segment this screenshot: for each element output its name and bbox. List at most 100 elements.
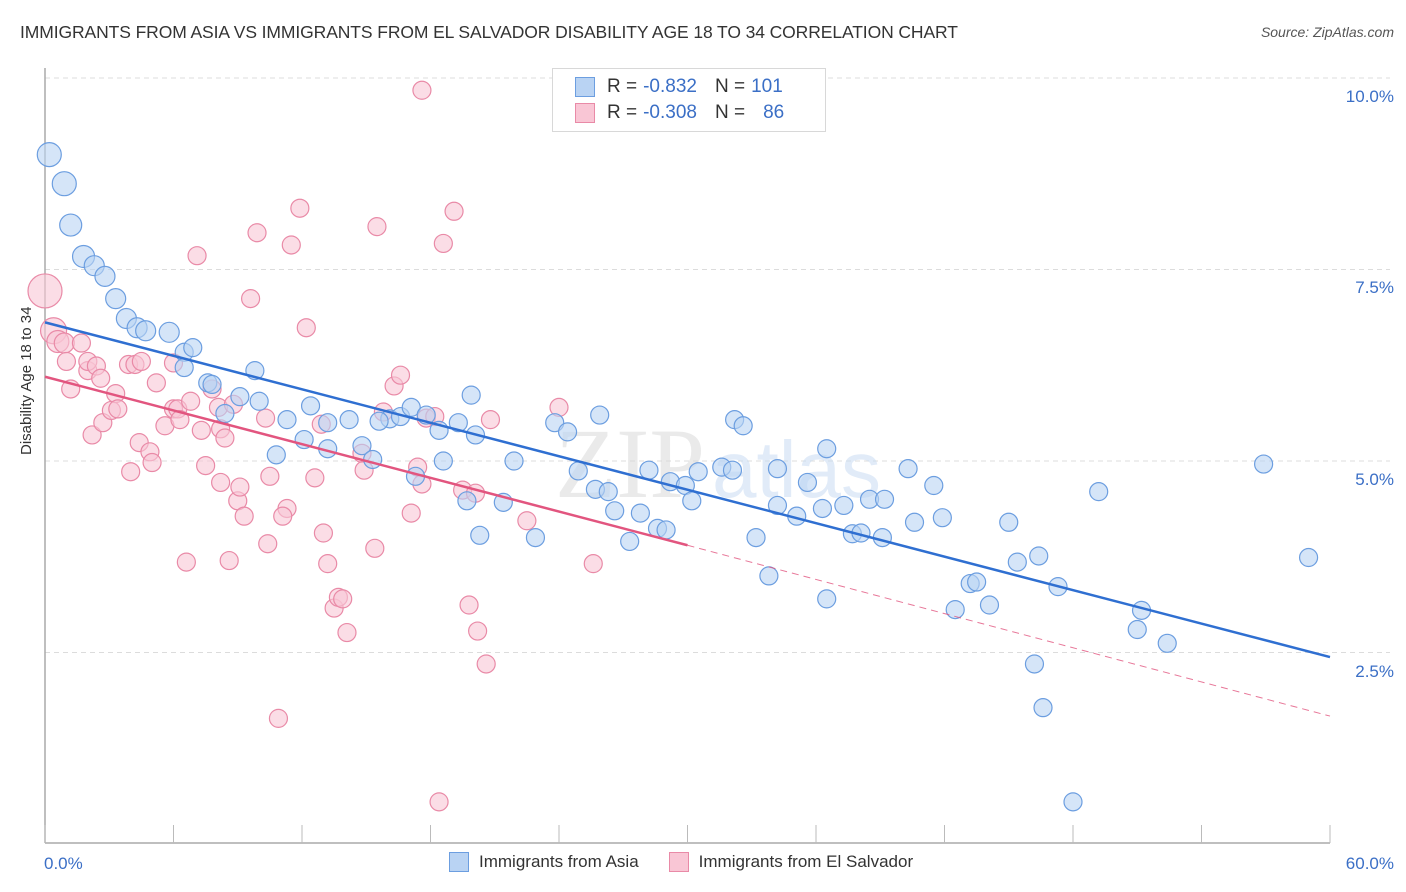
asia-point	[932, 508, 952, 528]
asia-point	[1157, 633, 1177, 653]
asia-point	[656, 520, 676, 540]
asia-point	[1298, 547, 1319, 568]
asia-n-value: 101	[751, 76, 783, 97]
asia-point	[433, 451, 453, 471]
asia-point	[924, 475, 944, 496]
el-salvador-point	[215, 428, 235, 448]
el-salvador-point	[313, 523, 334, 543]
asia-swatch	[575, 77, 595, 97]
el-salvador-point	[241, 289, 261, 309]
el-salvador-point	[191, 420, 211, 440]
el-salvador-point	[365, 538, 385, 558]
asia-point	[639, 460, 659, 480]
y-tick-label: 10.0%	[1345, 87, 1394, 106]
y-axis-label: Disability Age 18 to 34	[18, 306, 35, 455]
asia-point	[202, 374, 222, 394]
series-el-salvador-points	[27, 80, 603, 812]
asia-point	[557, 422, 578, 442]
el-salvador-point	[583, 554, 603, 574]
el-salvador-point	[258, 534, 278, 554]
legend-label-el-salvador: Immigrants from El Salvador	[698, 852, 914, 871]
series-asia-points	[36, 142, 1319, 812]
el-salvador-point	[56, 351, 77, 372]
asia-point	[979, 595, 1000, 615]
el-salvador-point	[281, 235, 301, 255]
el-salvador-point	[211, 472, 231, 493]
asia-point	[105, 288, 127, 310]
el-salvador-trend-extension	[687, 544, 1331, 717]
legend-item-el-salvador[interactable]: Immigrants from El Salvador	[668, 852, 914, 872]
asia-point	[817, 589, 837, 609]
el-salvador-point	[82, 425, 102, 445]
asia-point	[1007, 552, 1027, 572]
asia-point	[1063, 792, 1083, 812]
el-salvador-point	[273, 506, 293, 526]
el-salvador-point	[390, 365, 411, 385]
asia-point	[94, 265, 116, 287]
x-tick-label: 0.0%	[44, 854, 83, 873]
el-salvador-point	[290, 198, 310, 218]
r-label: R =	[607, 102, 638, 123]
el-salvador-point	[27, 273, 63, 309]
el-salvador-point	[468, 621, 488, 641]
asia-point	[249, 391, 269, 411]
asia-point	[135, 320, 157, 342]
trend-lines	[44, 321, 1331, 717]
asia-point	[817, 439, 837, 459]
asia-point	[568, 461, 588, 481]
asia-point	[797, 472, 818, 493]
y-tick-label: 7.5%	[1355, 278, 1394, 297]
asia-point	[759, 566, 779, 586]
el-salvador-point	[121, 462, 141, 482]
legend-item-asia[interactable]: Immigrants from Asia	[449, 852, 639, 872]
y-tick-label: 2.5%	[1355, 662, 1394, 681]
el-salvador-point	[230, 477, 250, 497]
asia-point	[470, 525, 490, 545]
asia-point	[945, 600, 965, 620]
asia-point	[967, 572, 987, 592]
legend-row-el-salvador: R = -0.308 N = 86	[575, 101, 784, 125]
asia-point	[504, 451, 524, 471]
el-salvador-point	[401, 503, 421, 523]
asia-point	[318, 413, 338, 433]
asia-point	[688, 462, 708, 482]
asia-point	[904, 512, 925, 532]
el-salvador-point	[71, 333, 92, 353]
el-salvador-point	[429, 792, 449, 812]
asia-point	[1033, 698, 1053, 718]
asia-point	[183, 338, 203, 358]
asia-point	[999, 512, 1019, 532]
el-salvador-point	[255, 408, 276, 428]
asia-point	[722, 460, 743, 480]
asia-point	[369, 411, 389, 431]
source-credit: Source: ZipAtlas.com	[1260, 24, 1394, 40]
el-salvador-point	[459, 595, 479, 615]
el-salvador-point	[268, 708, 289, 728]
asia-swatch	[449, 852, 469, 872]
el-salvador-point	[187, 246, 207, 266]
stats-legend: R = -0.832 N = 101 R = -0.308 N = 86	[552, 68, 826, 132]
asia-point	[620, 531, 640, 552]
asia-point	[448, 413, 468, 433]
el-salvador-point	[142, 452, 162, 473]
asia-point	[630, 503, 650, 523]
el-salvador-point	[480, 410, 501, 430]
el-salvador-point	[337, 622, 357, 643]
asia-point	[363, 449, 383, 470]
el-salvador-point	[412, 80, 432, 100]
asia-point	[230, 387, 250, 407]
el-salvador-point	[131, 351, 151, 372]
r-label: R =	[607, 76, 638, 97]
asia-point	[1024, 654, 1045, 674]
asia-point	[1254, 454, 1274, 474]
asia-point	[525, 527, 546, 548]
chart-title: IMMIGRANTS FROM ASIA VS IMMIGRANTS FROM …	[20, 22, 958, 42]
el-salvador-point	[305, 468, 325, 488]
el-salvador-point	[247, 223, 267, 243]
x-tick-label: 60.0%	[1345, 854, 1394, 873]
asia-point	[1127, 619, 1147, 640]
asia-point	[266, 445, 286, 465]
n-label: N =	[714, 102, 746, 123]
el-salvador-point	[108, 399, 128, 419]
